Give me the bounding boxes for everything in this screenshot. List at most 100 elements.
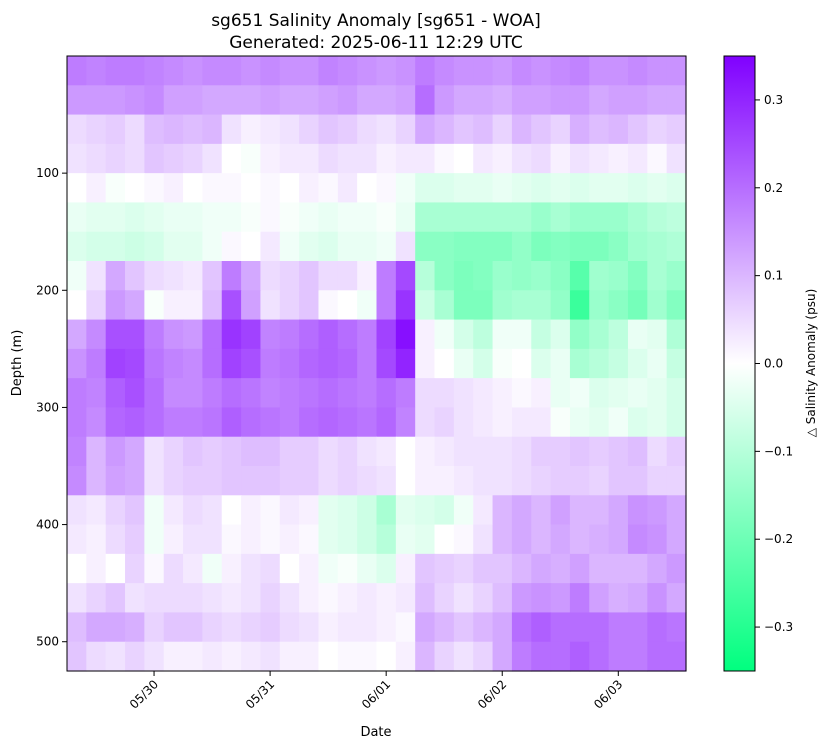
heatmap-cell [260, 85, 281, 116]
heatmap-cell [357, 56, 378, 86]
heatmap-cell [531, 173, 552, 204]
heatmap-cell [492, 56, 513, 86]
x-tick-label: 06/02 [475, 677, 509, 711]
heatmap-cell [67, 378, 87, 409]
heatmap-cell [647, 173, 668, 204]
heatmap-cell [627, 612, 648, 643]
heatmap-cell [550, 143, 571, 174]
heatmap-cell [221, 348, 242, 379]
heatmap-cell [125, 407, 145, 438]
heatmap-cell [453, 173, 474, 204]
heatmap-cell [163, 290, 184, 321]
heatmap-cell [221, 612, 242, 643]
heatmap-cell [550, 583, 571, 614]
heatmap-cell [299, 641, 320, 672]
heatmap-cell [260, 495, 281, 526]
heatmap-cell [376, 524, 397, 555]
heatmap-cell [647, 56, 668, 86]
heatmap-cell [299, 495, 320, 526]
heatmap-cell [666, 114, 687, 145]
heatmap-cell [550, 436, 571, 467]
heatmap-cell [241, 56, 262, 86]
heatmap-cell [221, 436, 242, 467]
heatmap-cell [647, 612, 668, 643]
heatmap-cell [260, 378, 281, 409]
heatmap-cell [279, 290, 300, 321]
heatmap-cell [511, 436, 532, 467]
heatmap-cell [608, 466, 629, 496]
heatmap-cell [492, 290, 513, 321]
x-tick-label: 06/03 [591, 677, 625, 711]
heatmap-cell [144, 261, 165, 291]
heatmap-cell [202, 114, 223, 145]
heatmap-cell [337, 612, 358, 643]
heatmap-cell [453, 378, 474, 409]
heatmap-cell [453, 524, 474, 555]
heatmap-cell [337, 85, 358, 116]
heatmap-cell [608, 524, 629, 555]
heatmap-cell [337, 56, 358, 86]
heatmap-cell [357, 319, 378, 350]
heatmap-cell [589, 436, 610, 467]
heatmap-cell [163, 173, 184, 204]
y-tick-label: 400 [36, 518, 59, 532]
heatmap-cell [86, 348, 107, 379]
heatmap-cell [531, 466, 552, 496]
heatmap-cell [241, 524, 262, 555]
heatmap-cell [434, 553, 455, 584]
heatmap-cell [666, 85, 687, 116]
heatmap-cell [241, 85, 262, 116]
heatmap-cell [299, 378, 320, 409]
heatmap-cell [86, 143, 107, 174]
heatmap-cell [453, 641, 474, 672]
heatmap-cell [163, 85, 184, 116]
heatmap-cell [473, 612, 494, 643]
heatmap-cell [125, 466, 145, 496]
heatmap-cell [608, 436, 629, 467]
heatmap-cell [473, 553, 494, 584]
heatmap-cell [453, 348, 474, 379]
heatmap-cell [86, 114, 107, 145]
heatmap-cell [318, 466, 339, 496]
heatmap-cell [163, 641, 184, 672]
heatmap-cell [550, 378, 571, 409]
heatmap-cell [589, 231, 610, 262]
heatmap-cell [299, 143, 320, 174]
heatmap-cell [67, 583, 87, 614]
heatmap-cell [627, 407, 648, 438]
heatmap-cell [125, 319, 145, 350]
heatmap-cell [260, 231, 281, 262]
heatmap-cell [647, 319, 668, 350]
heatmap-cell [511, 143, 532, 174]
heatmap-cell [434, 436, 455, 467]
heatmap-cell [357, 261, 378, 291]
heatmap-cell [221, 495, 242, 526]
heatmap-cell [279, 524, 300, 555]
colorbar-tick-label: 0.0 [764, 357, 783, 371]
heatmap-cell [357, 466, 378, 496]
heatmap-cell [627, 85, 648, 116]
heatmap-cell [608, 143, 629, 174]
heatmap-cell [415, 378, 436, 409]
heatmap-cell [415, 348, 436, 379]
heatmap-cell [647, 378, 668, 409]
heatmap-cell [608, 319, 629, 350]
heatmap-cell [550, 319, 571, 350]
heatmap-cell [183, 261, 204, 291]
heatmap-cell [627, 319, 648, 350]
heatmap-cell [627, 495, 648, 526]
heatmap-cell [144, 583, 165, 614]
heatmap-cell [376, 553, 397, 584]
heatmap-cell [337, 466, 358, 496]
heatmap-cell [376, 436, 397, 467]
heatmap-cell [279, 114, 300, 145]
heatmap-cell [318, 56, 339, 86]
colorbar-tick-label: 0.3 [764, 93, 783, 107]
heatmap-cell [260, 466, 281, 496]
heatmap-cell [434, 407, 455, 438]
heatmap-cell [473, 114, 494, 145]
heatmap-cell [395, 143, 416, 174]
heatmap-cell [299, 173, 320, 204]
heatmap-cell [569, 378, 590, 409]
heatmap-cell [473, 143, 494, 174]
